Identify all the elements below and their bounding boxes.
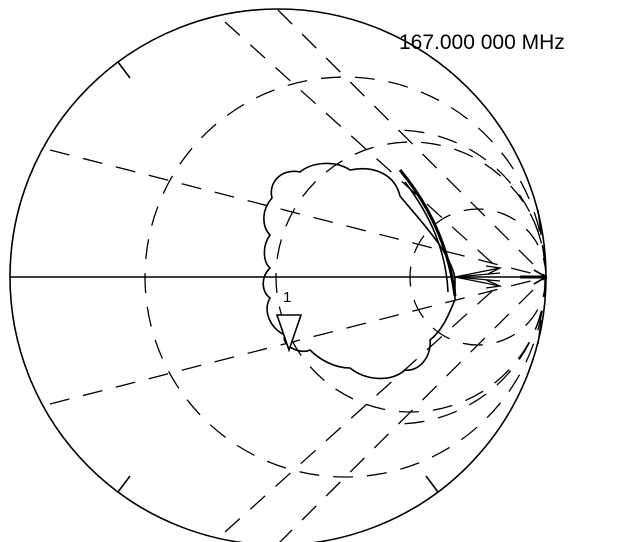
tick-mark xyxy=(425,475,439,493)
tick-mark xyxy=(117,475,131,493)
frequency-readout: 167.000 000 MHz xyxy=(399,31,565,54)
grid-radial xyxy=(277,9,547,278)
edge-dash xyxy=(537,209,542,236)
grid-radial xyxy=(279,276,547,542)
arrow-line xyxy=(454,272,501,278)
grid-radial xyxy=(49,276,547,405)
grid-arc-upper xyxy=(394,129,547,278)
tick-mark xyxy=(117,61,131,79)
grid-radial xyxy=(49,149,547,278)
grid-arc-lower xyxy=(394,276,547,425)
marker-1: 1 xyxy=(275,289,303,353)
arrow-line xyxy=(454,267,501,278)
trace-heavy-arc xyxy=(398,169,457,297)
measurement-trace xyxy=(262,162,457,380)
arrow-head xyxy=(533,269,548,285)
edge-dash xyxy=(537,319,542,345)
grid-radial xyxy=(224,283,501,533)
arrow-cluster xyxy=(454,209,548,345)
arrow-line xyxy=(454,276,501,282)
marker-label: 1 xyxy=(283,289,291,306)
trace-arc xyxy=(404,181,449,293)
arrow-line xyxy=(454,276,501,287)
grid-radial xyxy=(224,21,501,271)
trace-lobes xyxy=(262,162,456,380)
marker-triangle xyxy=(275,314,303,353)
arrow-head xyxy=(485,265,503,275)
arrow-head xyxy=(485,279,503,289)
